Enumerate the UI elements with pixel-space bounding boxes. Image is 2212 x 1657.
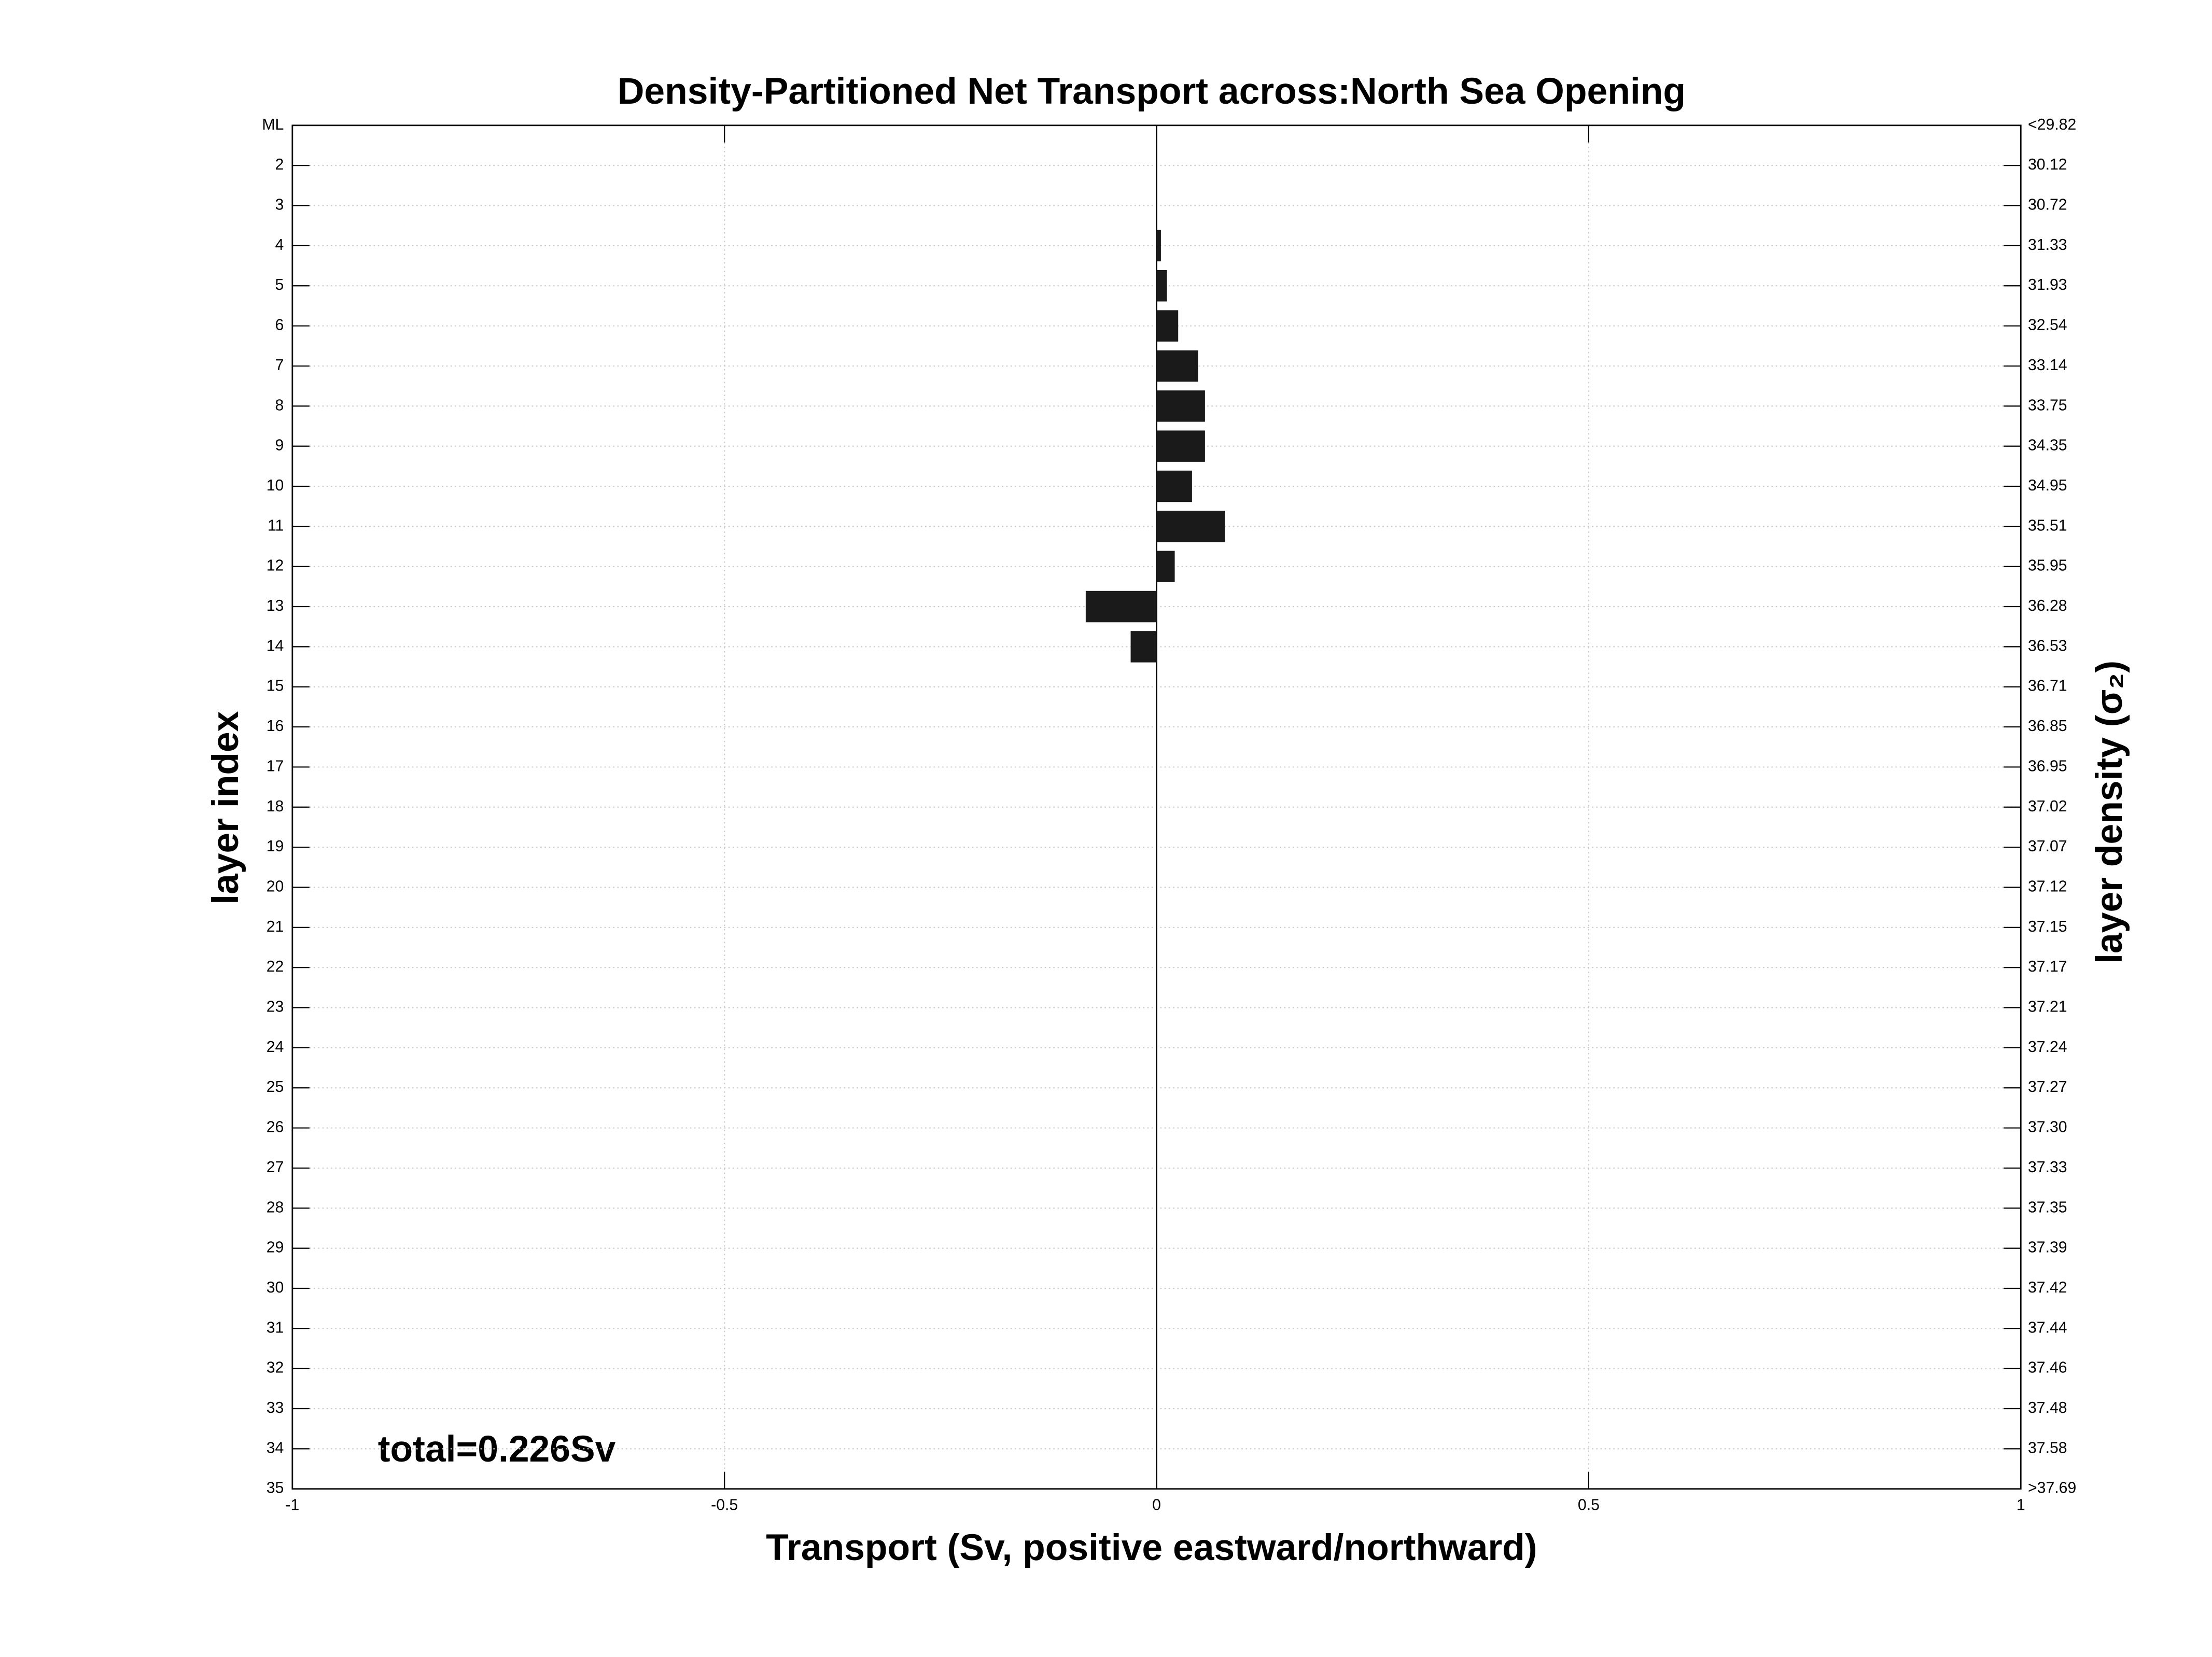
chart-title: Density-Partitioned Net Transport across… xyxy=(618,71,1686,112)
y2-tick-label: 37.33 xyxy=(2028,1159,2067,1176)
y-tick-label: 28 xyxy=(267,1199,284,1216)
y-tick-label: 4 xyxy=(275,236,284,254)
y2-tick-label: 37.42 xyxy=(2028,1279,2067,1296)
y2-tick-label: 37.07 xyxy=(2028,838,2067,855)
y-tick-label: 16 xyxy=(267,718,284,735)
y2-tick-label: 36.53 xyxy=(2028,637,2067,654)
y2-tick-label: 37.21 xyxy=(2028,999,2067,1016)
y2-tick-label: 36.28 xyxy=(2028,597,2067,614)
y2-tick-label: 37.30 xyxy=(2028,1119,2067,1136)
y-tick-label: 30 xyxy=(267,1279,284,1296)
bar xyxy=(1156,310,1179,342)
y-tick-label: 23 xyxy=(267,999,284,1016)
y-tick-label: 5 xyxy=(275,276,284,293)
y2-tick-label: >37.69 xyxy=(2028,1480,2076,1497)
y2-tick-label: 36.71 xyxy=(2028,678,2067,695)
y-tick-label: 14 xyxy=(267,637,284,654)
y-tick-label: 8 xyxy=(275,397,284,414)
y2-tick-label: 37.27 xyxy=(2028,1078,2067,1096)
y-tick-label: 34 xyxy=(267,1439,284,1456)
y2-tick-label: <29.82 xyxy=(2028,116,2076,133)
y2-tick-label: 32.54 xyxy=(2028,317,2067,334)
y2-tick-label: 34.95 xyxy=(2028,477,2067,494)
y2-tick-label: 33.75 xyxy=(2028,397,2067,414)
y-tick-label: 2 xyxy=(275,156,284,173)
bar xyxy=(1156,350,1198,382)
y-tick-label: 32 xyxy=(267,1359,284,1377)
y2-tick-label: 37.17 xyxy=(2028,958,2067,975)
y2-tick-label: 37.46 xyxy=(2028,1359,2067,1377)
y2-tick-label: 30.12 xyxy=(2028,156,2067,173)
y-tick-label: 35 xyxy=(267,1480,284,1497)
bar xyxy=(1156,551,1175,582)
y2-tick-label: 37.02 xyxy=(2028,798,2067,815)
y2-tick-label: 37.12 xyxy=(2028,878,2067,895)
y2-tick-label: 37.58 xyxy=(2028,1439,2067,1456)
y-tick-label: 24 xyxy=(267,1038,284,1056)
y2-tick-label: 33.14 xyxy=(2028,357,2067,374)
y-tick-label: 25 xyxy=(267,1078,284,1096)
y-tick-label: 29 xyxy=(267,1239,284,1256)
x-tick-label: 1 xyxy=(2017,1497,2025,1514)
y-tick-label: 15 xyxy=(267,678,284,695)
y-tick-label: 22 xyxy=(267,958,284,975)
x-axis-label: Transport (Sv, positive eastward/northwa… xyxy=(766,1527,1537,1568)
bar xyxy=(1156,270,1167,302)
y2-tick-label: 37.48 xyxy=(2028,1399,2067,1416)
bar xyxy=(1156,470,1192,502)
y-tick-label: 11 xyxy=(268,517,284,534)
y-tick-label: 9 xyxy=(275,437,284,454)
x-tick-label: 0.5 xyxy=(1578,1497,1600,1514)
y2-tick-label: 37.24 xyxy=(2028,1038,2067,1056)
y-tick-label: 27 xyxy=(267,1159,284,1176)
x-tick-label: 0 xyxy=(1152,1497,1161,1514)
bar xyxy=(1156,390,1205,422)
y-tick-label: 26 xyxy=(267,1119,284,1136)
y2-tick-label: 37.44 xyxy=(2028,1319,2067,1336)
y-tick-label: 31 xyxy=(267,1319,284,1336)
y-tick-label: 13 xyxy=(267,597,284,614)
y-tick-label: 6 xyxy=(275,317,284,334)
x-tick-label: -0.5 xyxy=(711,1497,738,1514)
y2-tick-label: 35.51 xyxy=(2028,517,2067,534)
bar xyxy=(1156,230,1161,262)
bar xyxy=(1130,631,1157,663)
y-tick-label: 10 xyxy=(267,477,284,494)
y2-tick-label: 30.72 xyxy=(2028,196,2067,214)
y2-tick-label: 31.33 xyxy=(2028,236,2067,254)
y-tick-label: 17 xyxy=(267,757,284,775)
y2-axis-label: layer density (σ₂) xyxy=(2089,661,2130,964)
y-axis-label: layer index xyxy=(205,711,246,905)
bar xyxy=(1085,591,1157,623)
y2-tick-label: 37.39 xyxy=(2028,1239,2067,1256)
bar xyxy=(1156,430,1205,462)
y-tick-label: ML xyxy=(262,116,284,133)
y2-tick-label: 36.95 xyxy=(2028,757,2067,775)
y2-tick-label: 31.93 xyxy=(2028,276,2067,293)
y-tick-label: 3 xyxy=(275,196,284,214)
y2-tick-label: 37.35 xyxy=(2028,1199,2067,1216)
bar xyxy=(1156,511,1225,542)
y2-tick-label: 37.15 xyxy=(2028,918,2067,935)
x-tick-label: -1 xyxy=(285,1497,299,1514)
y-tick-label: 19 xyxy=(267,838,284,855)
y2-tick-label: 34.35 xyxy=(2028,437,2067,454)
y2-tick-label: 35.95 xyxy=(2028,557,2067,574)
y-tick-label: 20 xyxy=(267,878,284,895)
y-tick-label: 18 xyxy=(267,798,284,815)
y-tick-label: 33 xyxy=(267,1399,284,1416)
y2-tick-label: 36.85 xyxy=(2028,718,2067,735)
y-tick-label: 12 xyxy=(267,557,284,574)
y-tick-label: 21 xyxy=(267,918,284,935)
y-tick-label: 7 xyxy=(275,357,284,374)
